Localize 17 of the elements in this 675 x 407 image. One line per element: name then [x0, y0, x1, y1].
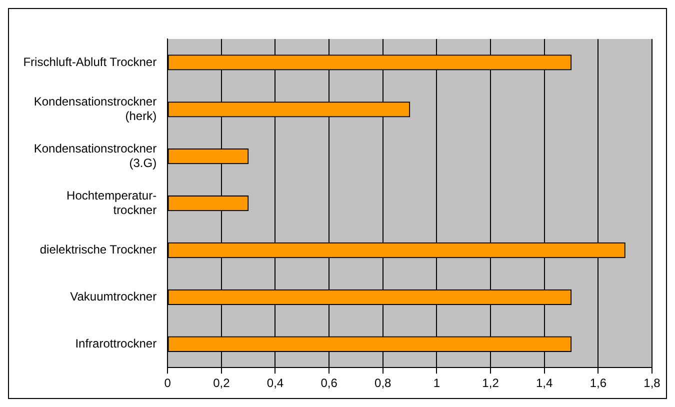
x-tick-label: 0,8	[374, 376, 392, 390]
x-tick-label: 0	[164, 376, 172, 390]
y-tick-label: Frischluft-Abluft Trockner	[23, 54, 157, 69]
y-tick-label: Infrarottrockner	[75, 336, 157, 350]
x-tick-label: 1,6	[590, 376, 607, 390]
x-tick-label: 1,2	[482, 376, 500, 390]
x-tick-label: 0,6	[320, 376, 338, 390]
x-tick-label: 0,2	[213, 376, 230, 390]
y-tick-label: Kondensationstrockner (3.G)	[34, 141, 157, 170]
x-tick-label: 1	[433, 376, 440, 390]
y-tick-label: Kondensationstrockner (herk)	[34, 94, 157, 123]
x-tick-label: 1,8	[644, 376, 661, 390]
y-tick-label: Vakuumtrockner	[70, 290, 157, 304]
x-tick-label: 1,4	[536, 376, 554, 390]
x-tick-label: 0,4	[266, 376, 284, 390]
y-tick-label: Hochtemperatur- trockner	[66, 188, 157, 217]
y-tick-label: dielektrische Trockner	[40, 242, 157, 257]
